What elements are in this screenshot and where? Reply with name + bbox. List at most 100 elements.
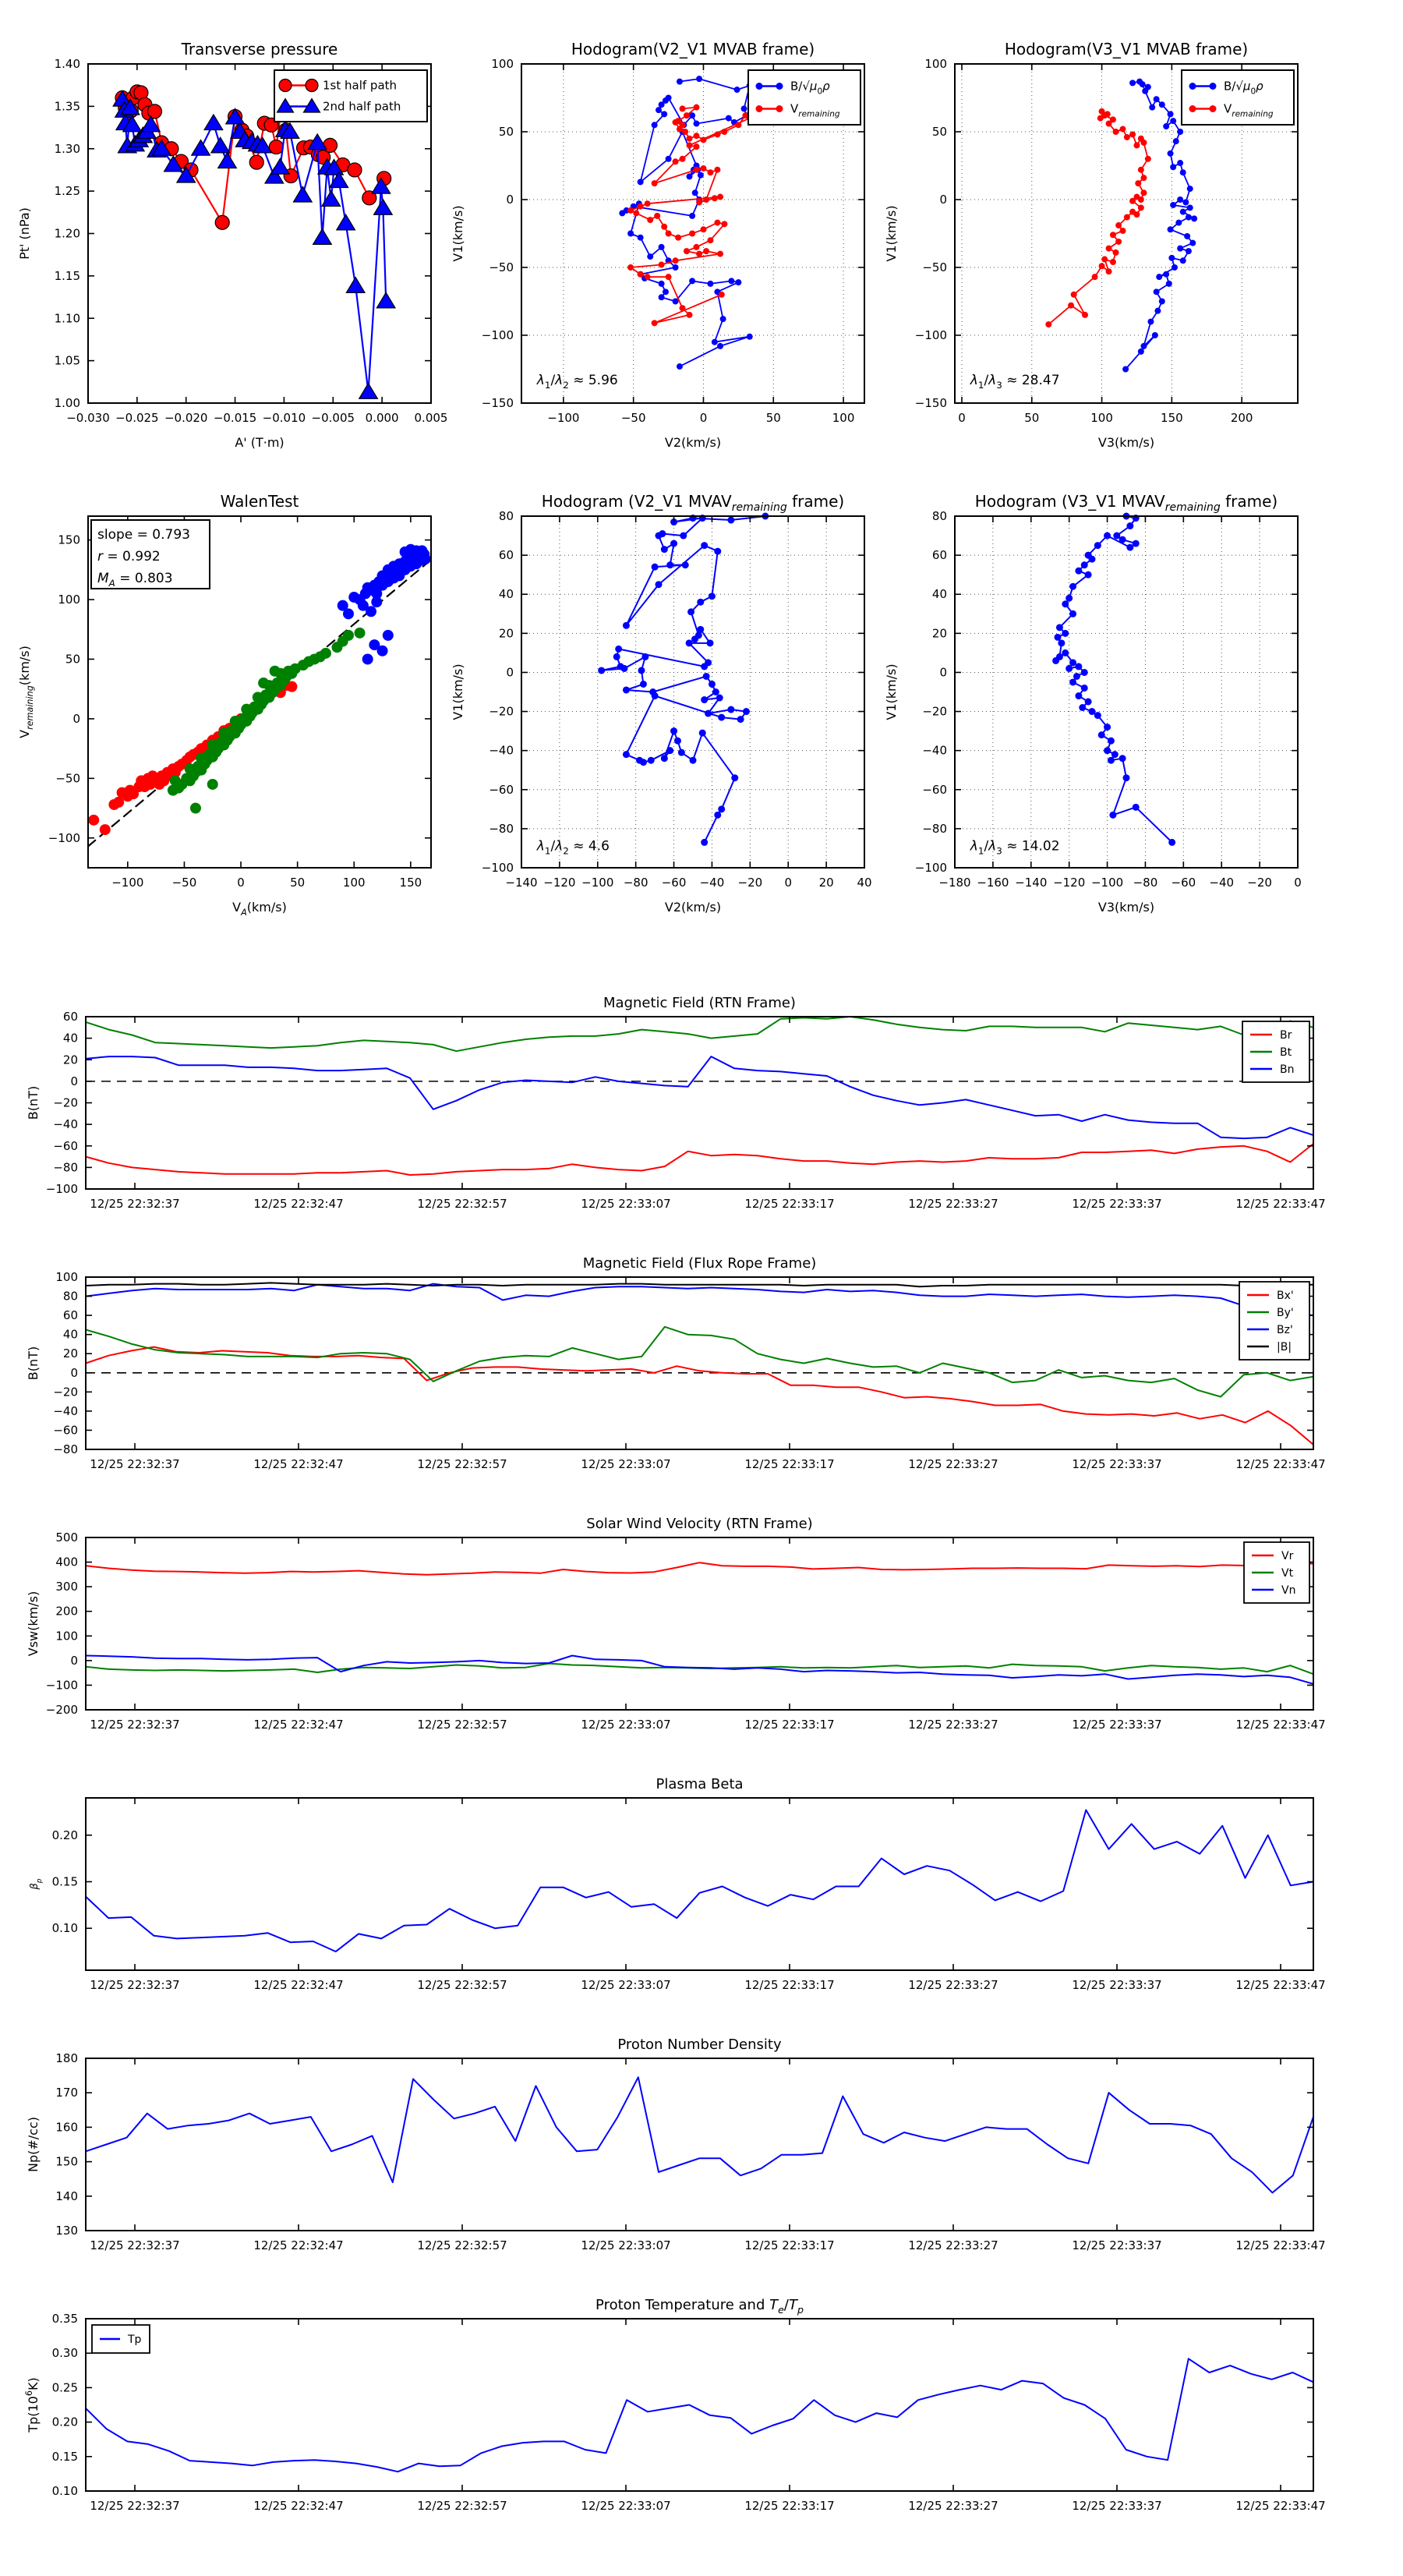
hodogram-v3v1-mvav-xtick-label: −160 [977,876,1009,890]
plasma-beta-title: Plasma Beta [656,1776,743,1792]
hodogram-v3v1-mvav-ytick-label: 60 [932,548,947,562]
proton-temperature-xtick-label: 12/25 22:32:37 [90,2499,179,2513]
plasma-beta-series-beta-p [85,1809,1314,1953]
proton-temperature-legend: Tp [91,2324,150,2354]
hodogram-v2v1-mvab-legend-label: B/√μ0ρ [790,80,830,97]
proton-temperature-ytick-label: 0.15 [52,2450,78,2464]
hodogram-v2v1-mvav-xtick-label: 40 [857,876,871,890]
mag-rtn-axes: 12/25 22:32:37 12/25 22:32:47 12/25 22:32:… [46,1010,1326,1211]
solar-wind-ytick-label: 400 [55,1555,78,1569]
plasma-beta-xtick-label: 12/25 22:32:57 [417,1978,507,1992]
proton-density-ytick-label: 130 [55,2224,78,2238]
mag-rtn-legend-label: Bn [1280,1063,1294,1076]
transverse-pressure-ytick-label: 1.15 [55,269,80,283]
hodogram-v3v1-mvav-ylabel: V1(km/s) [884,663,899,720]
solar-wind-xtick-label: 12/25 22:32:57 [417,1718,507,1732]
mag-fluxrope-series-bz- [85,1283,1314,1317]
mag-fluxrope-legend-label: Bx' [1277,1290,1294,1302]
plasma-beta-xtick-label: 12/25 22:33:37 [1072,1978,1161,1992]
transverse-pressure-legend-label: 2nd half path [323,100,401,114]
proton-temperature-xtick-label: 12/25 22:33:37 [1072,2499,1161,2513]
mag-fluxrope-xtick-label: 12/25 22:32:57 [417,1457,507,1471]
proton-temperature-xtick-label: 12/25 22:33:47 [1235,2499,1325,2513]
hodogram-v3v1-mvav-ytick-label: −20 [922,705,947,719]
mag-fluxrope-title: Magnetic Field (Flux Rope Frame) [583,1255,817,1272]
proton-density-ytick-label: 160 [55,2120,78,2134]
transverse-pressure-ytick-label: 1.20 [55,227,80,241]
mag-fluxrope-ylabel: B(nT) [26,1346,41,1380]
transverse-pressure-xtick-label: −0.005 [312,411,355,425]
transverse-pressure-title: Transverse pressure [181,40,338,58]
hodogram-v2v1-mvav-ytick-label: 80 [499,509,514,523]
walen-test-ylabel: Vremaining(km/s) [17,646,35,738]
solar-wind-ytick-label: 0 [70,1654,78,1668]
plasma-beta-axes: 12/25 22:32:37 12/25 22:32:47 12/25 22:32:… [52,1798,1326,1992]
proton-density-ytick-label: 170 [55,2086,78,2100]
hodogram-v2v1-mvav-series-b-hodogram [598,512,769,846]
solar-wind: 12/25 22:32:37 12/25 22:32:47 12/25 22:32:… [26,1516,1326,1732]
transverse-pressure-xlabel: A' (T·m) [235,435,284,450]
proton-temperature-xtick-label: 12/25 22:33:27 [908,2499,998,2513]
proton-density-axes: 12/25 22:32:37 12/25 22:32:47 12/25 22:32:… [55,2051,1325,2252]
hodogram-v2v1-mvav-axes: −140 −120 −100 −80 −60 −40 −20 0 20 40−100−80−60−… [482,509,872,890]
solar-wind-xtick-label: 12/25 22:33:37 [1072,1718,1161,1732]
plasma-beta-xtick-label: 12/25 22:33:07 [581,1978,670,1992]
proton-temperature-axes: 12/25 22:32:37 12/25 22:32:47 12/25 22:32:… [52,2312,1326,2513]
mag-rtn-xtick-label: 12/25 22:32:47 [253,1197,343,1211]
proton-density-ytick-label: 140 [55,2189,78,2203]
hodogram-v2v1-mvav-title: Hodogram (V2_V1 MVAVremaining frame) [542,492,844,514]
hodogram-v2v1-mvab-frame [521,63,865,404]
mag-fluxrope-ytick-label: −60 [53,1423,78,1437]
hodogram-v3v1-mvab-ytick-label: 0 [939,193,947,207]
walen-test-stats-box: slope = 0.793 r = 0.992 MA = 0.803 [90,519,210,589]
hodogram-v3v1-mvab-xtick-label: 200 [1231,411,1253,425]
walen-test-ytick-label: −50 [55,771,80,785]
hodogram-v2v1-mvav-xtick-label: −140 [505,876,537,890]
solar-wind-ytick-label: −100 [46,1678,78,1692]
transverse-pressure-ytick-label: 1.10 [55,311,80,325]
hodogram-v2v1-mvab-annotation: λ1/λ2 ≈ 5.96 [536,373,618,391]
hodogram-v2v1-mvav-frame [521,515,865,869]
proton-density-frame [85,2058,1314,2231]
proton-density-series-np [85,2076,1314,2194]
hodogram-v2v1-mvav-xtick-label: 0 [784,876,792,890]
hodogram-v3v1-mvab-title: Hodogram(V3_V1 MVAB frame) [1005,40,1248,58]
hodogram-v3v1-mvav-ytick-label: 40 [932,587,947,601]
mag-rtn-ytick-label: 60 [63,1010,78,1024]
hodogram-v3v1-mvab-annotation: λ1/λ3 ≈ 28.47 [970,373,1060,391]
hodogram-v3v1-mvab-series-v-remaining [1045,108,1151,328]
hodogram-v3v1-mvav-xtick-label: −180 [938,876,970,890]
hodogram-v2v1-mvav-ytick-label: −60 [489,783,514,797]
mag-fluxrope-ytick-label: 20 [63,1346,78,1361]
proton-density-xtick-label: 12/25 22:32:47 [253,2238,343,2252]
mag-fluxrope-ytick-label: −80 [53,1442,78,1456]
mag-rtn-series-br [85,1143,1314,1176]
hodogram-v2v1-mvav: −140 −120 −100 −80 −60 −40 −20 0 20 40−100−80−60−… [451,492,872,915]
proton-temperature-xtick-label: 12/25 22:33:17 [744,2499,834,2513]
proton-temperature-legend-label: Tp [127,2334,142,2346]
hodogram-v3v1-mvab-legend-label: Vremaining [1224,102,1274,119]
mag-fluxrope-ytick-label: 100 [55,1270,78,1284]
hodogram-v3v1-mvab-ytick-label: −150 [915,396,947,410]
mag-rtn-ytick-label: 40 [63,1031,78,1046]
hodogram-v2v1-mvav-xtick-label: −100 [581,876,613,890]
mag-rtn-ylabel: B(nT) [26,1086,41,1120]
transverse-pressure-ytick-label: 1.00 [55,396,80,410]
proton-temperature-ylabel: Tp(106K) [24,2377,41,2433]
hodogram-v3v1-mvab-ytick-label: 100 [924,57,947,71]
mag-fluxrope: 12/25 22:32:37 12/25 22:32:47 12/25 22:32:… [26,1255,1326,1471]
hodogram-v3v1-mvav-axes: −180 −160 −140 −120 −100 −80 −60 −40 −20 0 −100 −80… [915,509,1302,890]
proton-density-xtick-label: 12/25 22:33:17 [744,2238,834,2252]
mag-rtn-ytick-label: 0 [70,1074,78,1088]
walen-test-ytick-label: 150 [58,533,80,547]
plasma-beta-xtick-label: 12/25 22:33:47 [1235,1978,1325,1992]
walen-test-xtick-label: 50 [290,876,305,890]
proton-temperature-xtick-label: 12/25 22:32:57 [417,2499,507,2513]
proton-temperature-title: Proton Temperature and Te/Tp [595,2297,804,2316]
walen-test-xtick-label: −100 [111,876,143,890]
proton-temperature-series-tp [85,2358,1314,2473]
hodogram-v2v1-mvab-xtick-label: 0 [700,411,708,425]
hodogram-v2v1-mvav-xtick-label: −60 [662,876,687,890]
